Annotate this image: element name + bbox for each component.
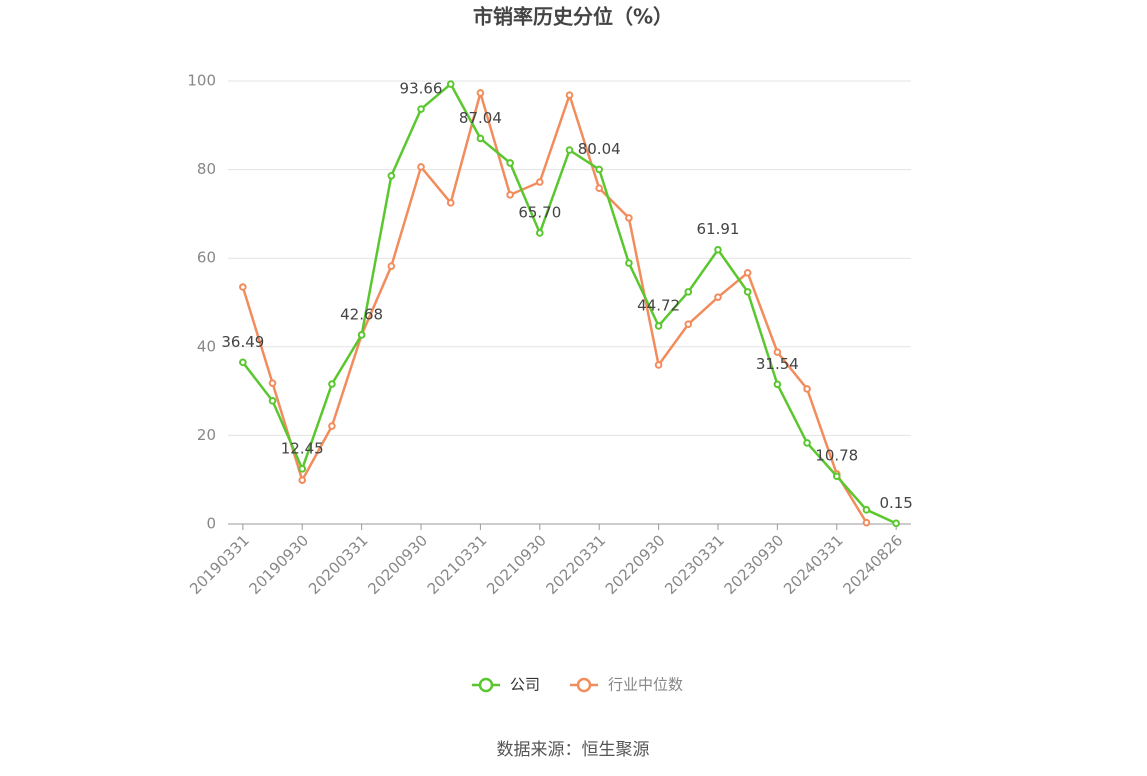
point xyxy=(743,269,752,277)
point xyxy=(268,379,277,387)
source: 数据来源：恒生聚源 xyxy=(497,740,650,760)
y-tick-label: 40 xyxy=(197,337,216,355)
point xyxy=(773,348,782,356)
legend-marker xyxy=(576,677,592,693)
y-tick-label: 0 xyxy=(206,515,216,533)
point xyxy=(565,146,574,154)
point xyxy=(328,422,336,430)
data-label: 61.91 xyxy=(697,220,740,238)
point xyxy=(298,476,307,484)
x-tick-label: 20190930 xyxy=(246,531,313,598)
point xyxy=(239,358,247,367)
x-tick-label: 20230930 xyxy=(721,531,788,598)
point xyxy=(536,178,544,186)
data-label: 31.54 xyxy=(756,355,799,373)
point xyxy=(476,89,485,97)
data-label: 42.68 xyxy=(340,305,383,323)
chart-title: 市销率历史分位（%） xyxy=(473,5,673,29)
point xyxy=(357,331,366,339)
data-label: 10.78 xyxy=(815,447,858,465)
point xyxy=(506,159,514,167)
point xyxy=(595,165,603,174)
point xyxy=(565,91,574,99)
x-tick-label: 20220331 xyxy=(542,531,609,598)
point xyxy=(714,293,722,301)
x-tick-label: 20240826 xyxy=(839,531,906,598)
point xyxy=(268,397,277,405)
data-label: 12.45 xyxy=(281,439,324,457)
point xyxy=(446,199,455,207)
data-label: 65.70 xyxy=(518,203,561,221)
legend-label: 公司 xyxy=(510,676,540,694)
data-label: 0.15 xyxy=(879,494,912,512)
point xyxy=(476,134,485,143)
point xyxy=(714,245,722,254)
point xyxy=(625,259,633,267)
point xyxy=(862,518,871,527)
point xyxy=(654,361,663,369)
data-label: 87.04 xyxy=(459,109,502,127)
point xyxy=(684,320,693,329)
point xyxy=(239,283,247,291)
y-tick-label: 80 xyxy=(197,160,216,178)
point xyxy=(446,80,455,88)
point xyxy=(625,214,633,222)
point xyxy=(536,229,544,237)
point xyxy=(803,385,811,393)
point xyxy=(743,288,752,296)
x-tick-label: 20210331 xyxy=(424,531,491,598)
point xyxy=(803,439,811,447)
point xyxy=(862,506,871,514)
data-label: 93.66 xyxy=(400,80,443,98)
point xyxy=(684,288,693,296)
data-label: 44.72 xyxy=(637,296,680,314)
point xyxy=(328,380,336,388)
legend-label: 行业中位数 xyxy=(608,676,683,694)
series-line xyxy=(241,88,868,524)
x-tick-label: 20190331 xyxy=(186,531,253,598)
point xyxy=(654,322,663,330)
x-tick-label: 20200930 xyxy=(364,531,431,598)
y-tick-label: 20 xyxy=(197,426,216,444)
point xyxy=(387,262,396,270)
point xyxy=(387,172,396,180)
data-label: 80.04 xyxy=(578,140,621,158)
point xyxy=(298,465,307,473)
x-tick-label: 20240331 xyxy=(780,531,847,598)
x-tick-label: 20200331 xyxy=(305,531,372,598)
x-tick-label: 20210930 xyxy=(483,531,550,598)
point xyxy=(832,472,841,481)
x-tick-label: 20230331 xyxy=(661,531,728,598)
point xyxy=(892,519,900,528)
y-tick-label: 60 xyxy=(197,249,216,267)
point xyxy=(506,191,514,199)
y-tick-label: 100 xyxy=(187,72,216,90)
point xyxy=(417,163,425,171)
point xyxy=(417,105,425,113)
point xyxy=(773,380,782,389)
x-tick-label: 20220930 xyxy=(602,531,669,598)
legend-marker xyxy=(478,677,494,693)
point xyxy=(595,184,603,193)
data-label: 36.49 xyxy=(221,333,264,351)
